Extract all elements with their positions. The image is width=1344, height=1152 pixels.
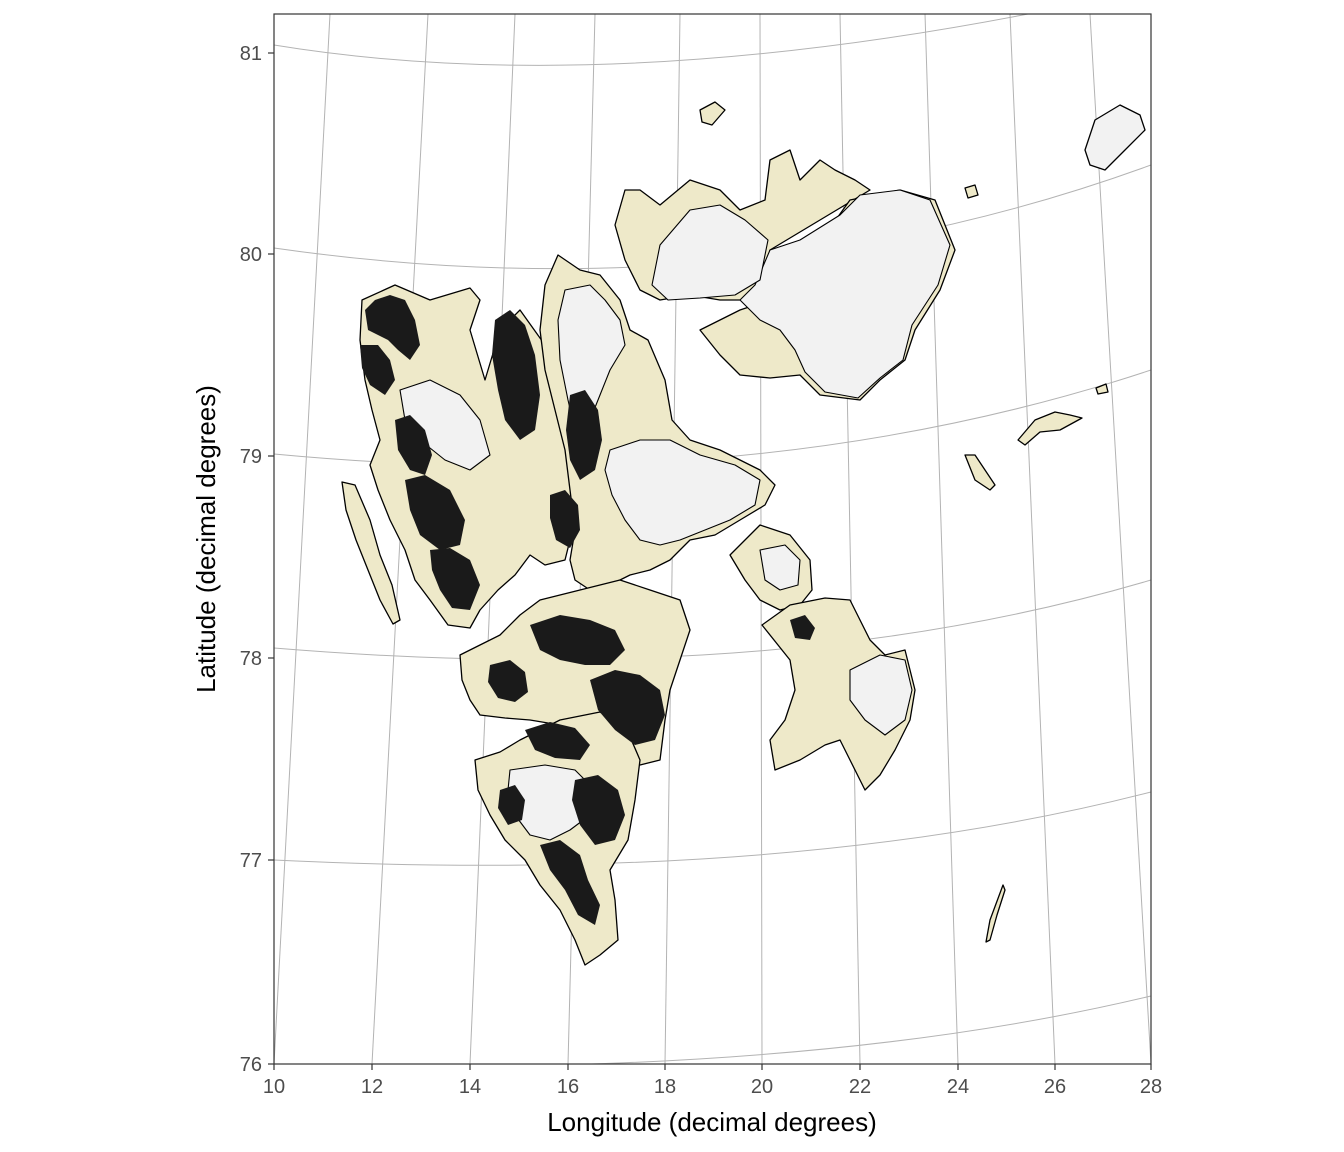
meridian-26 [1009, 14, 1056, 1064]
x-tick-label: 28 [1140, 1076, 1162, 1098]
x-tick-label: 24 [947, 1076, 969, 1098]
meridian-24 [924, 14, 959, 1064]
y-tick-label: 79 [240, 446, 262, 468]
mountains-nw-spitsbergen-2 [360, 345, 395, 395]
y-tick-label: 77 [240, 850, 262, 872]
mountains-ny-friesland [566, 390, 602, 480]
parallel-78 [274, 579, 1151, 661]
land-islet-barentsoya-east [1095, 383, 1109, 395]
mountains-andree-land [492, 310, 540, 440]
x-tick-label: 14 [459, 1076, 481, 1098]
land-kvitoya [1084, 104, 1146, 171]
x-tick-label: 16 [557, 1076, 579, 1098]
mountain-layer [360, 295, 815, 925]
land-edgeoya [761, 597, 916, 791]
glacier-vestfonna [651, 204, 769, 301]
mountains-oscar-ii-land [430, 548, 480, 610]
mountains-nw-spitsbergen [365, 295, 420, 360]
mountains-south-3 [540, 840, 600, 925]
y-axis-title: Latitude (decimal degrees) [191, 385, 221, 693]
parallel-77 [274, 791, 1151, 866]
mountains-dickson-land [550, 490, 580, 548]
parallel-81 [274, 14, 1031, 66]
map-frame [273, 13, 1152, 1065]
y-axis-ticks [268, 52, 274, 1065]
meridian-28 [1089, 14, 1151, 1064]
land-prins-karls-forland [341, 481, 401, 625]
y-tick-label: 81 [240, 43, 262, 65]
x-tick-label: 10 [263, 1076, 285, 1098]
mountains-central-2 [590, 670, 665, 745]
x-axis-ticks [273, 1064, 1152, 1070]
y-axis-labels: 76 77 78 79 80 81 [240, 43, 262, 1076]
x-tick-label: 12 [361, 1076, 383, 1098]
y-tick-label: 78 [240, 648, 262, 670]
land-sjuoyane [699, 101, 726, 126]
mountains-central-1 [530, 615, 625, 665]
x-tick-label: 26 [1044, 1076, 1066, 1098]
glacier-austfonna [739, 189, 951, 399]
land-kong-karls-land-1 [964, 454, 996, 491]
land-islet-east [964, 184, 979, 199]
x-axis-title: Longitude (decimal degrees) [547, 1107, 877, 1137]
x-axis-labels: 10 12 14 16 18 20 22 24 26 28 [263, 1076, 1162, 1098]
glacier-edgeoya [849, 654, 913, 736]
x-tick-label: 22 [849, 1076, 871, 1098]
mountains-south-2 [572, 775, 625, 845]
mountains-krossfjorden [395, 415, 432, 475]
y-tick-label: 80 [240, 244, 262, 266]
mountains-kongsfjorden [405, 475, 465, 550]
glacier-layer [399, 189, 951, 841]
mountains-south-1 [525, 722, 590, 760]
meridian-10 [274, 14, 331, 1064]
mountains-edgeoya [790, 615, 815, 640]
y-tick-label: 76 [240, 1054, 262, 1076]
parallel-76 [274, 995, 1151, 1064]
x-tick-label: 18 [654, 1076, 676, 1098]
glacier-lomonosovfonna [604, 439, 761, 546]
land-kong-karls-land-2 [1017, 411, 1083, 446]
mountains-central-3 [488, 660, 528, 702]
glacier-barentsoya [759, 544, 801, 591]
mountains-south-4 [498, 785, 525, 825]
land-hopen [985, 884, 1006, 943]
x-tick-label: 20 [751, 1076, 773, 1098]
